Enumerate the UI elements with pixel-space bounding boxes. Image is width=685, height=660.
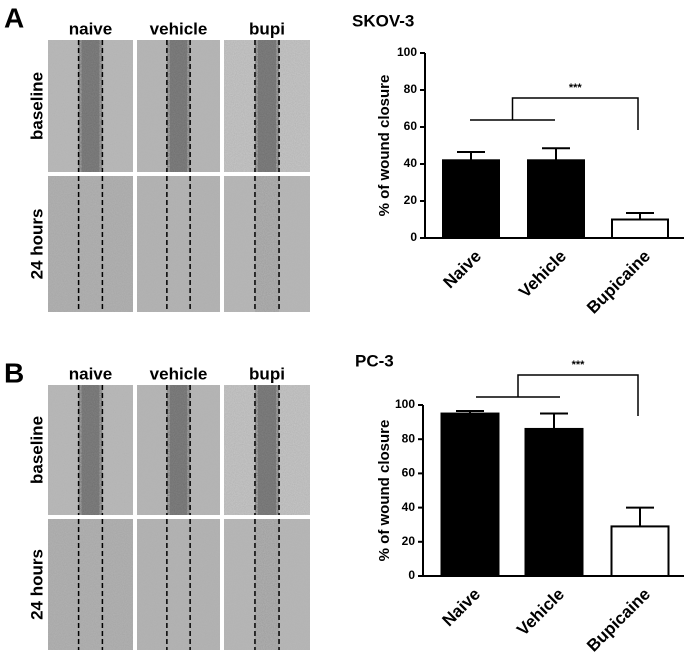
significance-label: *** — [569, 82, 583, 94]
micrograph — [48, 176, 133, 312]
y-axis-label: % of wound closure — [376, 420, 393, 562]
row-label: 24 hours — [27, 549, 46, 620]
wound-gap-dark — [81, 385, 100, 515]
y-tick-label: 100 — [397, 45, 417, 59]
row-label: 24 hours — [27, 209, 46, 280]
y-tick-label: 20 — [402, 534, 416, 548]
x-tick-label: Vehicle — [513, 585, 568, 640]
bar — [440, 412, 500, 577]
row-label: baseline — [27, 416, 46, 484]
texture — [137, 519, 220, 650]
wound-gap-dark — [257, 40, 277, 172]
chart-title: SKOV-3 — [352, 11, 414, 30]
significance-bracket — [511, 97, 639, 130]
micrograph — [224, 385, 310, 515]
significance-label: *** — [572, 359, 586, 371]
bar — [524, 427, 584, 577]
micrograph — [224, 519, 310, 650]
micrograph — [48, 385, 133, 515]
row-label: baseline — [27, 72, 46, 140]
column-label: naive — [69, 364, 112, 383]
texture — [137, 176, 220, 312]
column-label: bupi — [249, 364, 285, 383]
micrograph — [224, 40, 310, 172]
column-label: naive — [69, 19, 112, 38]
y-tick-label: 80 — [404, 82, 418, 96]
micrograph — [48, 40, 133, 172]
x-tick-label: Bupicaine — [583, 585, 654, 656]
panel-label: A — [4, 2, 24, 33]
micrograph — [137, 40, 220, 172]
x-tick-label: Naive — [438, 585, 484, 631]
y-tick-label: 80 — [402, 431, 416, 445]
micrograph — [48, 519, 133, 650]
significance-bracket — [517, 374, 639, 416]
y-tick-label: 40 — [404, 156, 418, 170]
chart-title: PC-3 — [355, 351, 394, 370]
y-axis-label: % of wound closure — [376, 75, 393, 217]
bar — [527, 159, 585, 239]
micrograph — [137, 385, 220, 515]
micrograph — [224, 176, 310, 312]
micrograph — [137, 519, 220, 650]
y-tick-label: 0 — [408, 568, 415, 582]
x-tick-label: Naive — [439, 247, 485, 293]
panel-label: B — [4, 357, 24, 388]
texture — [48, 176, 133, 312]
texture — [224, 176, 310, 312]
y-tick-label: 60 — [402, 466, 416, 480]
bar — [611, 218, 669, 239]
y-tick-label: 40 — [402, 500, 416, 514]
y-tick-label: 100 — [395, 397, 415, 411]
x-tick-label: Vehicle — [515, 247, 570, 302]
x-tick-label: Bupicaine — [583, 247, 654, 318]
y-tick-label: 20 — [404, 193, 418, 207]
bar — [442, 159, 500, 239]
y-tick-label: 0 — [410, 230, 417, 244]
micrograph — [137, 176, 220, 312]
column-label: vehicle — [150, 364, 208, 383]
wound-gap-dark — [169, 40, 188, 172]
wound-gap-dark — [169, 385, 188, 515]
texture — [48, 519, 133, 650]
column-label: bupi — [249, 19, 285, 38]
y-tick-label: 60 — [404, 119, 418, 133]
texture — [224, 519, 310, 650]
wound-gap-dark — [81, 40, 100, 172]
column-label: vehicle — [150, 19, 208, 38]
wound-gap-dark — [257, 385, 277, 515]
bar — [610, 525, 670, 577]
